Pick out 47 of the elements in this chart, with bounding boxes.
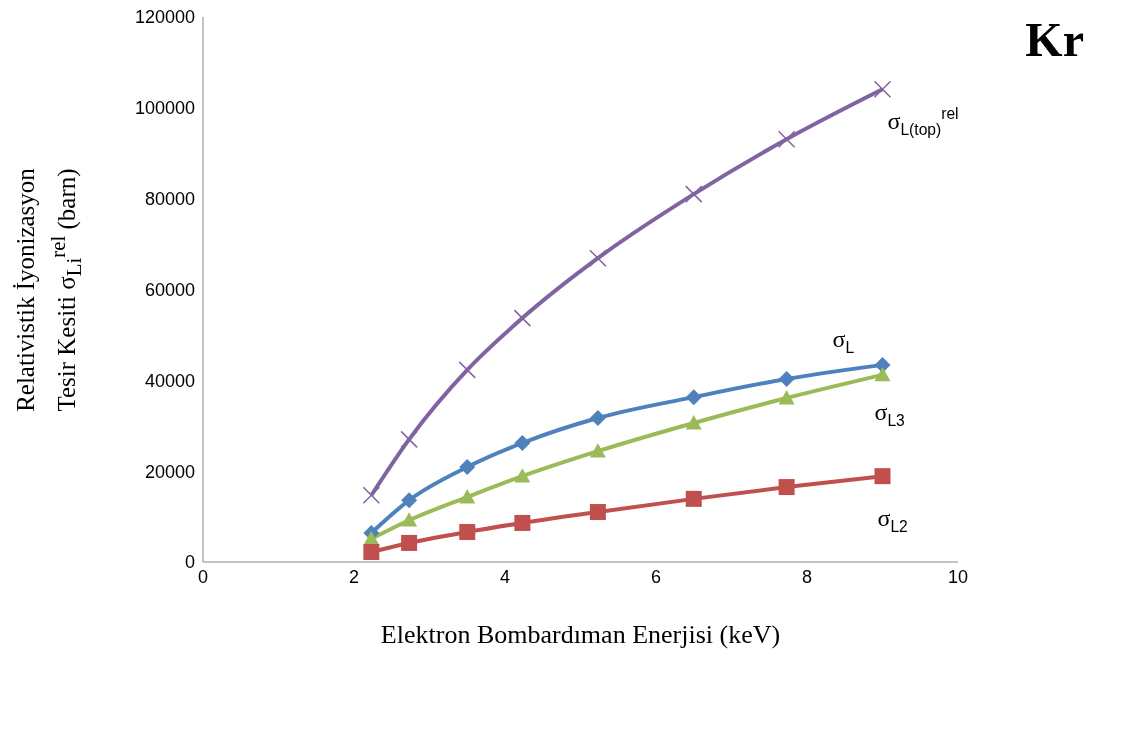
series-label: σ$_{L3}$ <box>874 398 905 429</box>
point <box>459 459 476 476</box>
y-tick-label: 60000 <box>144 279 195 300</box>
x-tick-label: 0 <box>197 566 209 587</box>
x-tick-label: 4 <box>499 566 511 587</box>
point <box>459 524 476 541</box>
point <box>458 361 476 379</box>
point <box>401 512 418 527</box>
point <box>400 430 418 449</box>
y-tick-label: 120000 <box>134 7 195 28</box>
x-axis-title: Elektron Bombardıman Enerjisi (keV) <box>379 620 782 650</box>
series-label: σ$_{L2}$ <box>877 505 908 536</box>
point <box>873 80 892 98</box>
point <box>363 544 380 561</box>
point <box>589 504 606 521</box>
point <box>778 479 795 496</box>
x-tick-label: 2 <box>348 566 360 587</box>
point <box>362 486 381 504</box>
point <box>874 366 891 382</box>
point <box>401 534 418 551</box>
point <box>685 415 702 430</box>
point <box>589 410 606 427</box>
point <box>401 492 418 509</box>
y-tick-label: 0 <box>184 552 195 573</box>
point <box>685 185 703 203</box>
x-tick-label: 8 <box>801 566 813 587</box>
x-tick-label: 10 <box>947 566 969 587</box>
x-tick-label: 6 <box>650 566 662 587</box>
point <box>778 370 795 387</box>
series-label: σ$_{L}$ <box>832 325 855 356</box>
y-tick-label: 100000 <box>134 98 195 119</box>
point <box>514 514 531 531</box>
y-tick-label: 80000 <box>144 189 195 210</box>
y-tick-label: 40000 <box>144 370 195 391</box>
point <box>589 249 607 267</box>
point <box>514 468 531 483</box>
point <box>777 130 796 148</box>
text: Kr <box>1025 12 1084 67</box>
point <box>874 468 891 485</box>
point <box>685 389 702 406</box>
point <box>685 490 702 507</box>
point <box>589 443 606 458</box>
point <box>778 390 795 405</box>
y-tick-label: 20000 <box>144 461 195 482</box>
point <box>459 489 476 504</box>
point <box>514 435 531 452</box>
point <box>513 309 532 327</box>
